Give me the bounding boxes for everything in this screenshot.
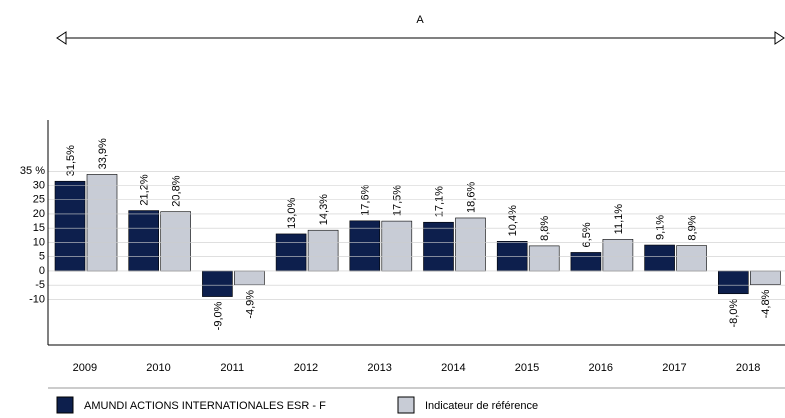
value-label: 17,1%	[433, 186, 445, 217]
bar	[528, 245, 560, 272]
x-tick-label: 2010	[146, 362, 170, 374]
bar	[644, 244, 675, 272]
legend-swatch	[397, 396, 415, 414]
bar	[496, 241, 528, 272]
y-tick-label: 15	[33, 222, 45, 234]
x-tick-label: 2013	[367, 362, 391, 374]
y-tick-label: 30	[33, 179, 45, 191]
bar	[676, 245, 707, 272]
bar	[54, 180, 86, 272]
bar	[602, 239, 634, 272]
bar	[86, 174, 118, 272]
value-label: -4,8%	[760, 289, 772, 318]
value-label: 10,4%	[507, 205, 519, 236]
value-label: 18,6%	[465, 182, 477, 213]
x-tick-label: 2014	[441, 362, 465, 374]
bar	[570, 252, 602, 272]
y-tick-label: 25	[33, 194, 45, 206]
value-label: 21,2%	[139, 174, 151, 205]
bar	[202, 270, 233, 297]
x-tick-label: 2009	[73, 362, 97, 374]
value-label: 33,9%	[97, 138, 109, 169]
value-label: -8,0%	[728, 299, 740, 328]
bar	[749, 270, 781, 285]
y-tick-label: 0	[39, 265, 45, 277]
y-tick-label: 10	[33, 236, 45, 248]
value-label: -9,0%	[212, 301, 224, 330]
value-label: 31,5%	[65, 145, 77, 176]
value-label: 17,6%	[360, 184, 372, 215]
value-label: 14,3%	[318, 194, 330, 225]
value-label: 17,5%	[392, 185, 404, 216]
bar	[160, 211, 191, 272]
bar	[381, 220, 413, 272]
arrow-head	[56, 31, 67, 45]
legend-swatch	[56, 396, 74, 414]
bar	[455, 217, 486, 272]
y-tick-label: 20	[33, 208, 45, 220]
bar	[423, 221, 454, 272]
value-label: 9,1%	[655, 215, 667, 240]
bar	[717, 270, 749, 295]
legend-label: AMUNDI ACTIONS INTERNATIONALES ESR - F	[84, 400, 326, 412]
y-tick-label: -10	[29, 293, 45, 305]
bar	[275, 233, 307, 272]
value-label: 6,5%	[581, 222, 593, 247]
x-tick-label: 2011	[220, 362, 244, 374]
annotation: A	[416, 14, 424, 26]
legend-label: Indicateur de référence	[425, 400, 538, 412]
bar	[128, 210, 159, 272]
bar	[307, 229, 339, 272]
value-label: 20,8%	[171, 175, 183, 206]
value-label: -4,9%	[244, 290, 256, 319]
bar	[349, 220, 381, 272]
arrow-head	[774, 31, 785, 45]
x-tick-label: 2016	[589, 362, 613, 374]
value-label: 13,0%	[286, 198, 298, 229]
y-tick-label: 5	[39, 251, 45, 263]
x-tick-label: 2017	[662, 362, 686, 374]
x-tick-label: 2012	[294, 362, 318, 374]
y-tick-label: -5	[35, 279, 45, 291]
bar	[234, 270, 265, 286]
value-label: 11,1%	[613, 204, 625, 235]
y-tick-label: 35 %	[20, 165, 45, 177]
x-tick-label: 2015	[515, 362, 539, 374]
x-tick-label: 2018	[736, 362, 760, 374]
